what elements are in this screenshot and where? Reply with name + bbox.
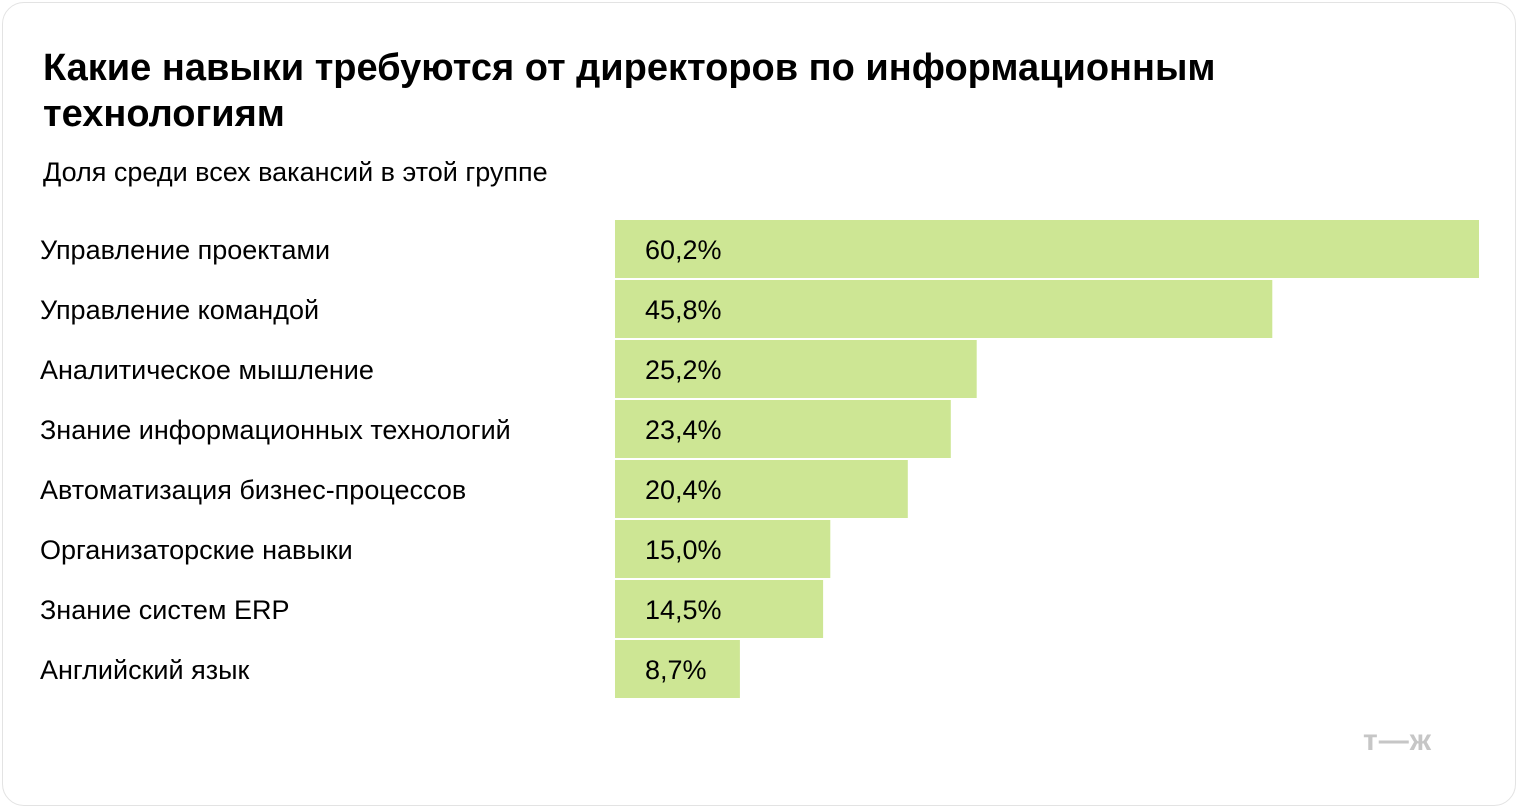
- value-label-3: 23,4%: [645, 415, 722, 445]
- category-label-1: Управление командой: [40, 295, 319, 325]
- category-label-5: Организаторские навыки: [40, 535, 353, 565]
- category-label-4: Автоматизация бизнес-процессов: [40, 475, 466, 505]
- bar-0: [615, 220, 1479, 278]
- bar-4: [615, 460, 908, 518]
- value-label-0: 60,2%: [645, 235, 722, 265]
- value-label-1: 45,8%: [645, 295, 722, 325]
- bar-7: [615, 640, 740, 698]
- chart-title: Какие навыки требуются от директоров по …: [43, 47, 1216, 135]
- category-label-0: Управление проектами: [40, 235, 330, 265]
- category-label-2: Аналитическое мышление: [40, 355, 374, 385]
- bar-3: [615, 400, 951, 458]
- bar-5: [615, 520, 831, 578]
- value-label-6: 14,5%: [645, 595, 722, 625]
- value-label-7: 8,7%: [645, 655, 707, 685]
- brand-logo: т—ж: [1363, 724, 1432, 757]
- bar-1: [615, 280, 1273, 338]
- chart-subtitle: Доля среди всех вакансий в этой группе: [43, 157, 548, 187]
- value-label-5: 15,0%: [645, 535, 722, 565]
- category-label-6: Знание систем ERP: [40, 595, 290, 625]
- category-label-7: Английский язык: [40, 655, 249, 685]
- bar-6: [615, 580, 824, 638]
- value-label-2: 25,2%: [645, 355, 722, 385]
- category-label-3: Знание информационных технологий: [40, 415, 511, 445]
- value-label-4: 20,4%: [645, 475, 722, 505]
- bar-2: [615, 340, 977, 398]
